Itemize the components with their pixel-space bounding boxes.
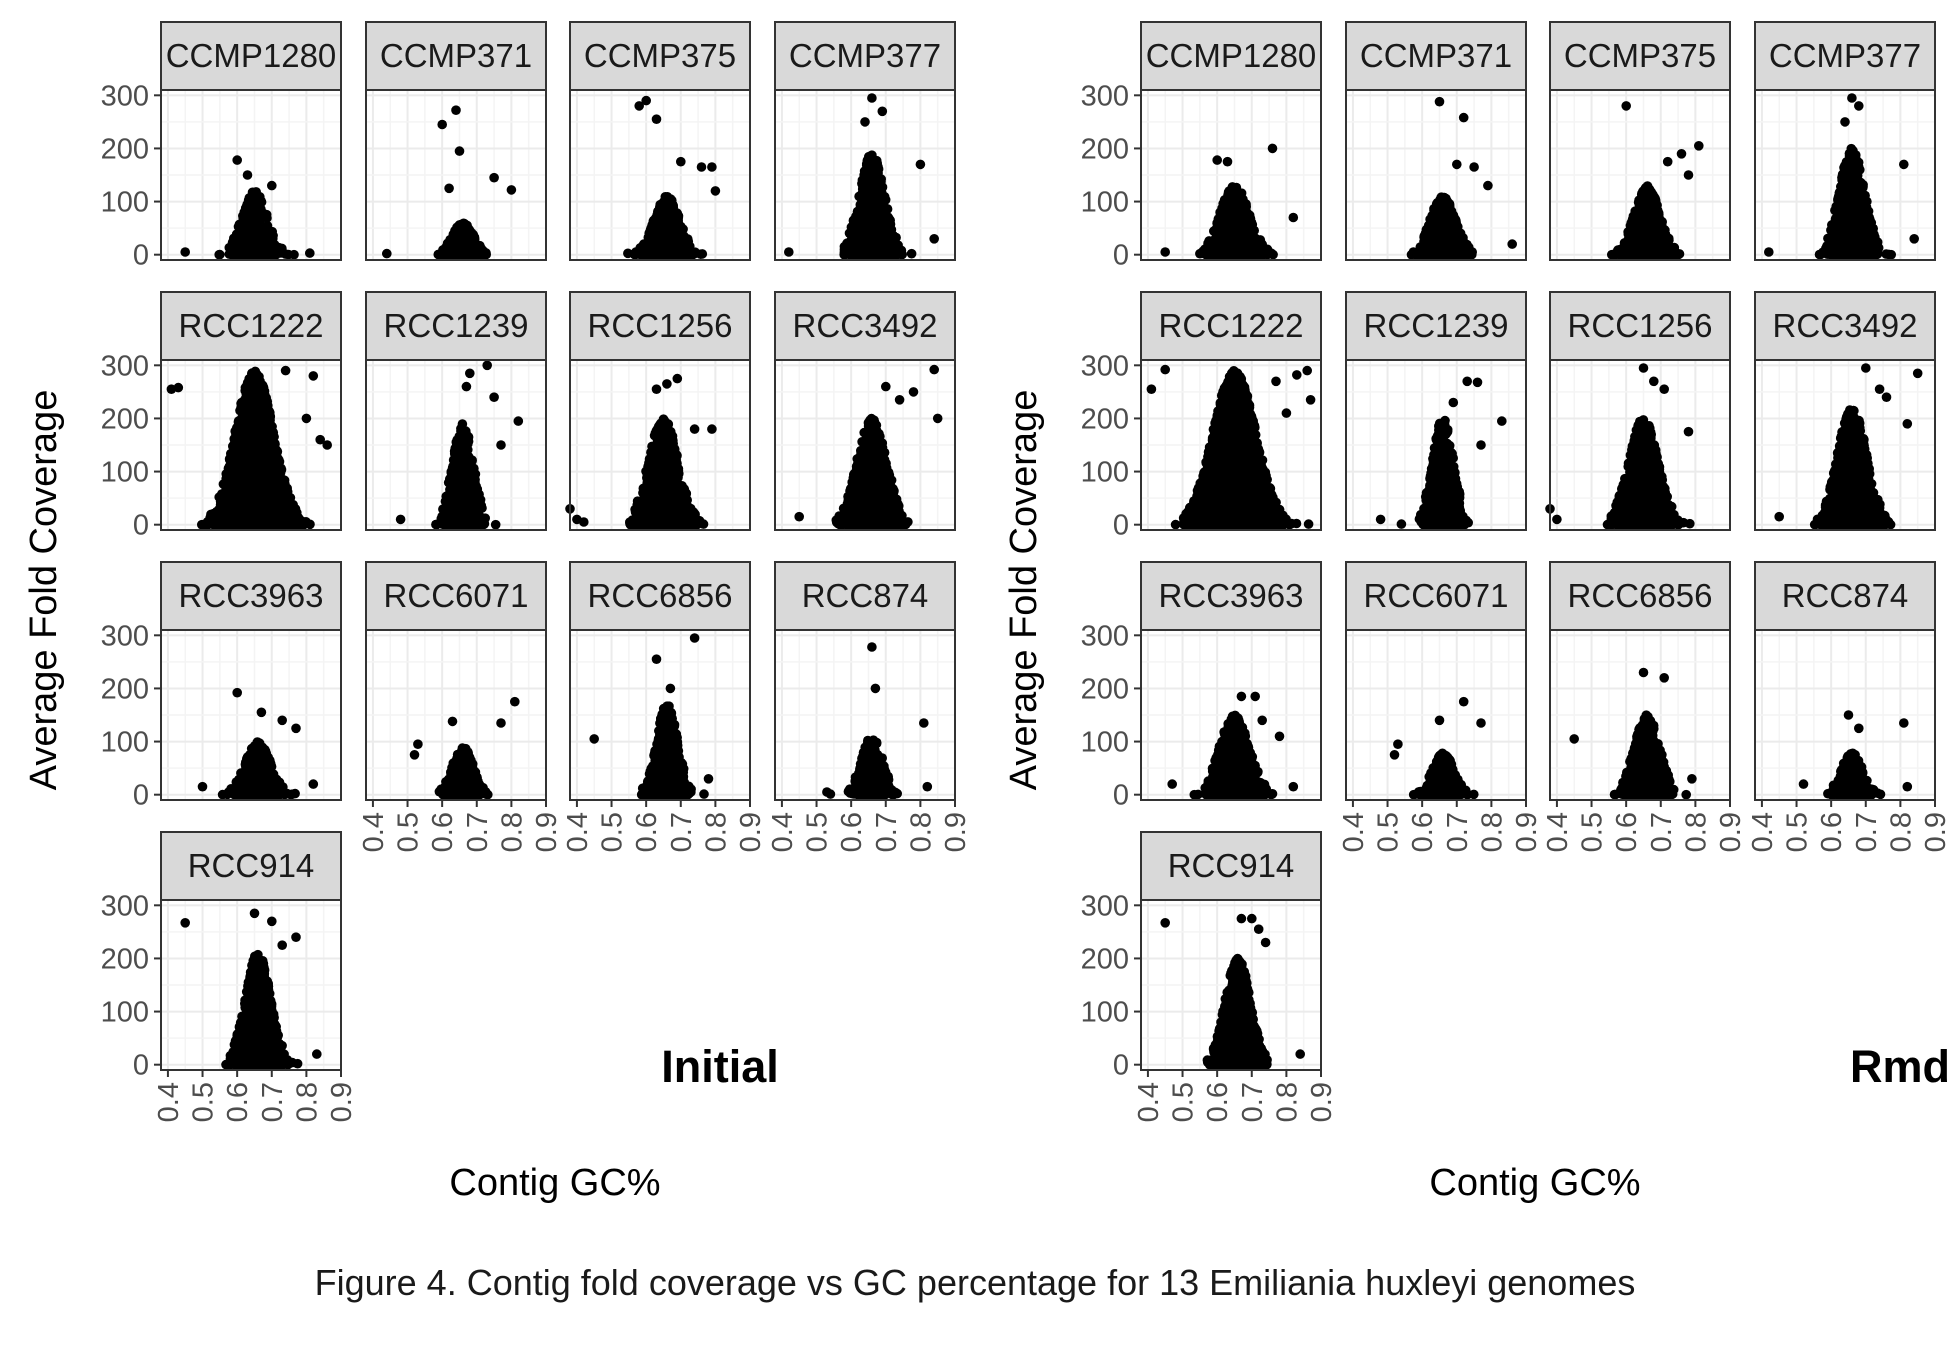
y-tick-label: 200 xyxy=(101,133,149,165)
data-point xyxy=(258,232,268,242)
data-point xyxy=(232,233,243,243)
facet-group-initial: CCMP1280 0 100 200 300 CCMP371 CCMP375 CCMP377 R… xyxy=(23,21,972,1204)
data-point xyxy=(657,201,668,211)
panel-border xyxy=(160,89,342,261)
data-point xyxy=(662,218,672,228)
facet-panel-ccmp371: CCMP371 xyxy=(365,21,547,261)
y-tick-label: 100 xyxy=(101,187,149,219)
facet-strip-label: CCMP1280 xyxy=(166,37,337,74)
data-point xyxy=(664,249,675,259)
data-point xyxy=(444,183,454,194)
data-point xyxy=(262,248,273,258)
data-point xyxy=(873,188,884,198)
data-point xyxy=(382,248,392,259)
data-point xyxy=(672,213,683,224)
data-point xyxy=(644,240,654,250)
data-point xyxy=(854,227,864,238)
data-point xyxy=(437,119,448,130)
data-point xyxy=(860,117,870,127)
point-series xyxy=(382,105,517,260)
data-point xyxy=(244,193,255,203)
data-point xyxy=(254,192,265,202)
data-point xyxy=(872,220,883,231)
data-point xyxy=(634,101,644,111)
data-point xyxy=(676,156,686,167)
data-point xyxy=(244,234,254,244)
data-point xyxy=(867,93,877,103)
data-point xyxy=(248,247,259,258)
facet-panel-ccmp1280: CCMP1280 0 100 200 300 xyxy=(101,21,342,272)
data-point xyxy=(897,249,907,260)
data-point xyxy=(855,241,866,252)
facet-strip-label: CCMP371 xyxy=(380,37,532,74)
facet-panel-ccmp377: CCMP377 xyxy=(774,21,956,261)
data-point xyxy=(857,195,867,206)
data-point xyxy=(697,249,708,259)
data-point xyxy=(651,114,662,124)
data-point xyxy=(474,247,485,258)
data-point xyxy=(246,206,256,216)
data-point xyxy=(267,180,277,191)
data-point xyxy=(180,247,190,257)
data-point xyxy=(906,248,917,259)
data-point xyxy=(215,249,225,260)
data-point xyxy=(678,248,689,258)
data-point xyxy=(851,249,862,260)
facet-panel-ccmp375: CCMP375 xyxy=(569,21,751,261)
data-point xyxy=(784,247,794,257)
data-point xyxy=(915,159,926,170)
data-point xyxy=(464,247,474,257)
data-point xyxy=(451,105,461,115)
data-point xyxy=(884,214,895,224)
data-point xyxy=(452,248,463,258)
y-tick-label: 300 xyxy=(101,80,149,112)
y-tick-label: 0 xyxy=(133,240,149,272)
data-point xyxy=(881,225,891,236)
data-point xyxy=(860,180,871,191)
data-point xyxy=(454,146,465,156)
data-point xyxy=(673,223,683,234)
data-point xyxy=(239,246,250,256)
data-point xyxy=(846,235,856,245)
facet-strip xyxy=(365,21,547,91)
data-point xyxy=(880,203,891,214)
data-point xyxy=(245,223,256,233)
data-point xyxy=(506,185,517,195)
data-point xyxy=(283,249,294,260)
data-point xyxy=(232,155,242,165)
data-point xyxy=(929,234,939,244)
data-point xyxy=(857,210,868,221)
data-point xyxy=(862,166,872,177)
data-point xyxy=(242,170,253,180)
facet-strip-label: CCMP377 xyxy=(789,37,941,74)
data-point xyxy=(450,227,461,237)
data-point xyxy=(696,162,707,172)
data-point xyxy=(882,248,892,259)
data-point xyxy=(871,243,881,253)
data-point xyxy=(710,186,721,196)
data-point xyxy=(880,236,890,247)
data-point xyxy=(877,106,888,117)
facet-strip-label: RCC1222 xyxy=(179,307,324,344)
data-point xyxy=(679,239,689,250)
data-point xyxy=(707,162,717,172)
data-point xyxy=(259,209,269,219)
data-point xyxy=(228,249,238,259)
data-point xyxy=(234,221,245,231)
point-series xyxy=(180,155,315,260)
data-point xyxy=(441,242,451,252)
data-point xyxy=(489,172,499,183)
data-point xyxy=(867,157,878,168)
facet-strip-label: CCMP375 xyxy=(584,37,736,74)
data-point xyxy=(872,169,882,180)
facet-strip xyxy=(160,21,342,91)
data-point xyxy=(305,248,315,258)
